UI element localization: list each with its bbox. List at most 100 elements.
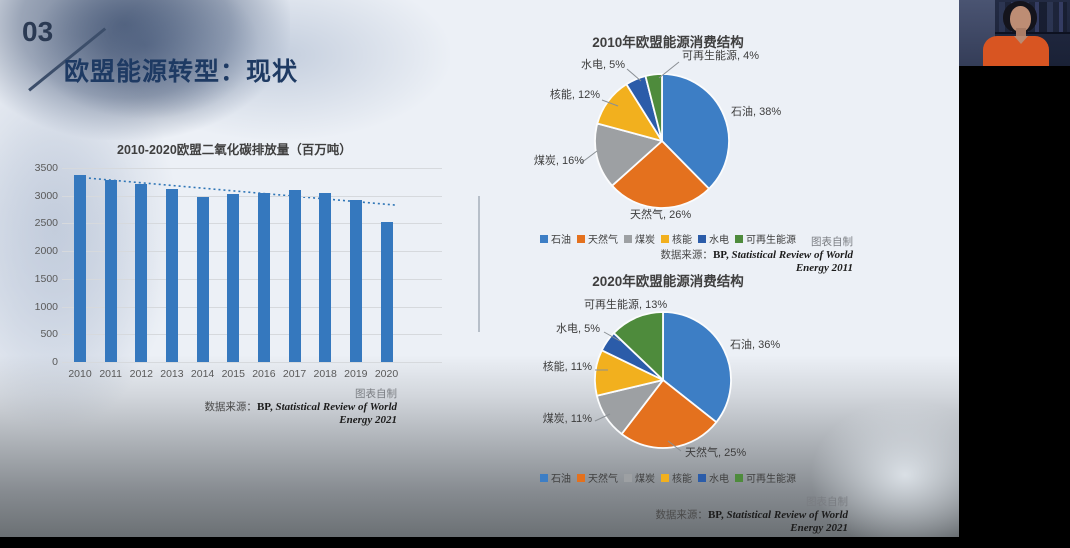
legend-swatch	[540, 234, 548, 243]
legend-item-水电: 水电	[698, 231, 729, 246]
legend-label: 核能	[672, 474, 692, 485]
pie-label-水电: 水电, 5%	[580, 59, 625, 71]
bar-2013	[165, 188, 178, 362]
bar-2017	[288, 189, 301, 362]
bar-2019	[349, 200, 362, 362]
pie-label-石油: 石油, 38%	[731, 106, 782, 118]
legend-item-可再生能源: 可再生能源	[735, 470, 796, 485]
pie-2010-title: 2010年欧盟能源消费结构	[592, 35, 744, 50]
gridline	[62, 362, 442, 363]
bar-chart-source: 图表自制 数据来源：BP, Statistical Review of Worl…	[200, 386, 397, 427]
source-line: 数据来源：BP, Statistical Review of World	[655, 509, 848, 521]
pie-2010-legend: 石油 天然气 煤炭 核能 水电 可再生能源	[513, 231, 823, 246]
speaker-neck	[1016, 28, 1026, 38]
pie-label-水电: 水电, 5%	[555, 323, 600, 335]
legend-item-水电: 水电	[698, 470, 729, 485]
pie-label-煤炭: 煤炭, 16%	[533, 155, 584, 167]
pie-label-leader	[603, 331, 621, 342]
pie-label-leader	[580, 150, 598, 164]
speaker-face	[1010, 6, 1031, 32]
legend-swatch	[624, 473, 632, 482]
shared-slide: 03 欧盟能源转型：现状 2010-2020欧盟二氧化碳排放量（百万吨） 0 50…	[0, 0, 959, 537]
pie-label-可再生能源: 可再生能源, 13%	[584, 299, 668, 311]
legend-swatch	[661, 234, 669, 243]
gridline	[62, 251, 442, 253]
legend-swatch	[735, 473, 743, 482]
pie-2020-title: 2020年欧盟能源消费结构	[592, 274, 744, 289]
bar-2020	[380, 221, 393, 362]
source-line: Energy 2011	[795, 262, 853, 274]
speaker-shirt	[983, 36, 1049, 66]
y-axis-tick: 2500	[34, 217, 58, 230]
gridline	[62, 168, 442, 169]
legend-swatch	[698, 234, 706, 243]
legend-swatch	[661, 473, 669, 482]
speaker-vneck	[1014, 36, 1028, 44]
legend-swatch	[540, 473, 548, 482]
bar-2012	[135, 184, 148, 362]
pie-slice-石油	[661, 73, 730, 190]
y-axis-tick: 3000	[34, 189, 58, 202]
legend-label: 天然气	[588, 474, 618, 485]
chart-made-note: 图表自制	[355, 388, 397, 400]
legend-swatch	[698, 473, 706, 482]
source-line: Energy 2021	[339, 414, 397, 426]
legend-label: 石油	[551, 235, 571, 246]
gridline	[62, 334, 442, 336]
legend-item-核能: 核能	[661, 470, 692, 485]
pie-label-leader	[601, 99, 619, 107]
gridline	[62, 195, 442, 197]
pie-2020-source: 图表自制 数据来源：BP, Statistical Review of Worl…	[655, 494, 848, 535]
pie-label-煤炭: 煤炭, 11%	[542, 413, 592, 425]
source-line: Energy 2021	[790, 522, 848, 534]
pie-label-天然气: 天然气, 25%	[685, 447, 747, 459]
legend-label: 水电	[709, 235, 729, 246]
pie-label-leader	[658, 61, 680, 79]
bar-plot: 0 500 1000 1500 2000 2500 3000 3500 2010 2011 2012…	[35, 160, 445, 385]
webcam-thumbnail[interactable]	[959, 0, 1070, 66]
gridline	[62, 223, 442, 225]
gridline	[62, 278, 442, 280]
bar-2010	[74, 175, 86, 362]
bar-2015	[227, 194, 240, 362]
gridline	[62, 306, 442, 308]
pie-slice-可再生能源	[644, 73, 663, 142]
y-axis-tick: 2000	[34, 245, 58, 258]
slide-title: 欧盟能源转型：现状	[64, 58, 299, 86]
source-line: 数据来源：BP, Statistical Review of World	[660, 249, 853, 261]
legend-swatch	[577, 473, 585, 482]
legend-item-可再生能源: 可再生能源	[735, 231, 796, 246]
pie-label-核能: 核能, 11%	[542, 361, 592, 373]
pie-2010-source: 图表自制 数据来源：BP, Statistical Review of Worl…	[660, 234, 853, 275]
legend-label: 可再生能源	[746, 235, 796, 246]
legend-item-煤炭: 煤炭	[624, 231, 655, 246]
legend-label: 核能	[672, 235, 692, 246]
legend-item-天然气: 天然气	[577, 231, 618, 246]
slide-number: 03	[22, 16, 54, 47]
legend-item-石油: 石油	[540, 470, 571, 485]
legend-label: 煤炭	[635, 474, 655, 485]
pie-label-leader	[626, 68, 642, 82]
pie-2020: 石油, 36% 天然气, 25% 煤炭, 11% 核能, 11% 水电, 5% 可再生能源…	[518, 286, 818, 476]
legend-item-煤炭: 煤炭	[624, 470, 655, 485]
x-axis-tick: 2020	[374, 368, 399, 380]
pie-label-核能: 核能, 12%	[549, 89, 600, 101]
legend-swatch	[624, 234, 632, 243]
legend-label: 天然气	[588, 235, 618, 246]
legend-item-核能: 核能	[661, 231, 692, 246]
legend-item-石油: 石油	[540, 231, 571, 246]
section-divider	[478, 196, 480, 332]
pie-label-天然气: 天然气, 26%	[630, 209, 692, 221]
chart-made-note: 图表自制	[806, 496, 848, 508]
bar-2016	[257, 192, 270, 362]
legend-label: 可再生能源	[746, 474, 796, 485]
y-axis-tick: 3500	[34, 162, 58, 174]
pie-slice-天然气	[611, 140, 710, 209]
y-axis-tick: 1500	[34, 272, 58, 285]
trendline	[73, 176, 397, 206]
source-line: 数据来源：BP, Statistical Review of World	[204, 401, 397, 413]
pie-label-石油: 石油, 36%	[730, 339, 781, 351]
legend-item-天然气: 天然气	[577, 470, 618, 485]
trendline-svg	[73, 176, 397, 206]
pie-slice-煤炭	[594, 122, 663, 187]
